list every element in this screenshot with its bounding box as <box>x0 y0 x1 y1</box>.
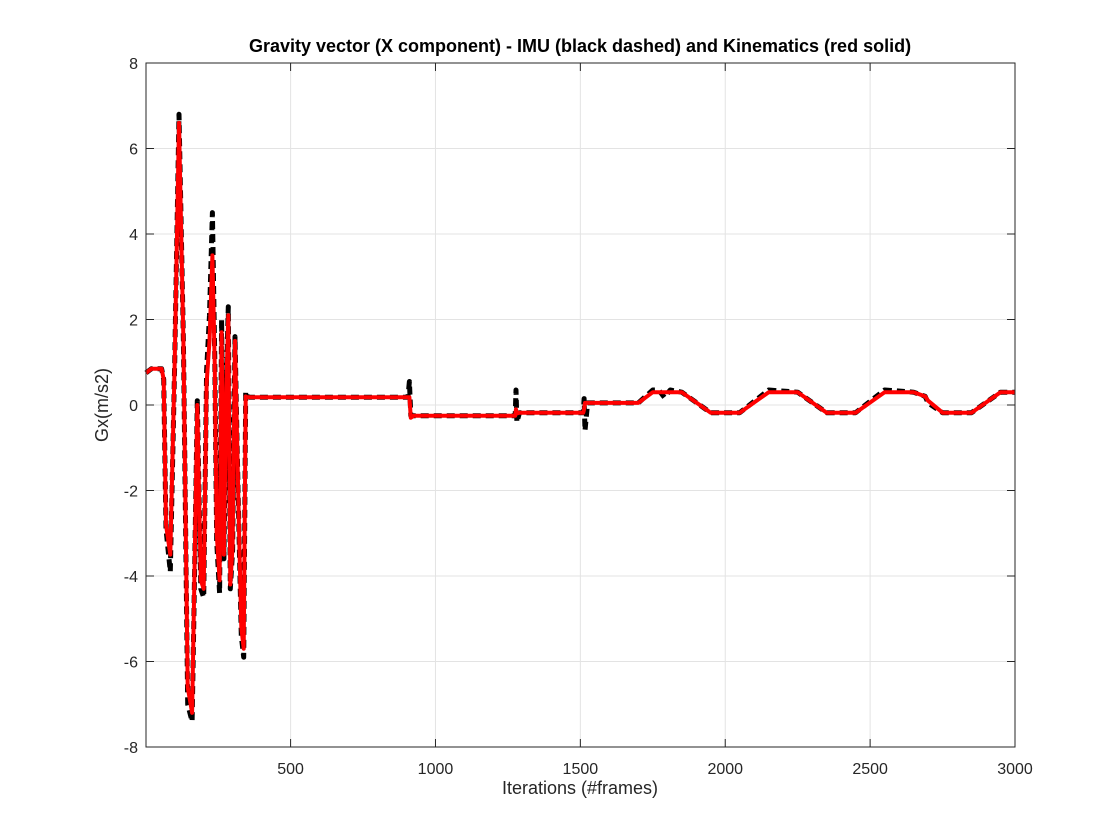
x-tick-label: 2000 <box>707 761 743 778</box>
x-tick-label: 1000 <box>418 761 454 778</box>
kinematics-series-line <box>144 120 1015 715</box>
y-tick-label: -8 <box>124 740 138 757</box>
x-axis-label: Iterations (#frames) <box>502 778 658 798</box>
y-tick-label: 0 <box>129 398 138 415</box>
y-tick-label: -4 <box>124 569 138 586</box>
series-group <box>144 111 1015 724</box>
y-tick-label: -6 <box>124 655 138 672</box>
y-tick-label: 6 <box>129 142 138 159</box>
x-tick-label: 3000 <box>997 761 1033 778</box>
y-tick-label: 2 <box>129 313 138 330</box>
y-tick-label: 8 <box>129 56 138 73</box>
y-tick-label: -2 <box>124 484 138 501</box>
x-tick-label: 500 <box>277 761 304 778</box>
axis-ticks: 500 1000 1500 2000 2500 3000 -8 -6 -4 -2 0 2 4 6 8 <box>124 56 1033 778</box>
x-tick-label: 2500 <box>852 761 888 778</box>
x-tick-label: 1500 <box>563 761 599 778</box>
y-axis-label: Gx(m/s2) <box>92 368 112 442</box>
chart-title: Gravity vector (X component) - IMU (blac… <box>249 36 911 56</box>
y-tick-label: 4 <box>129 227 138 244</box>
